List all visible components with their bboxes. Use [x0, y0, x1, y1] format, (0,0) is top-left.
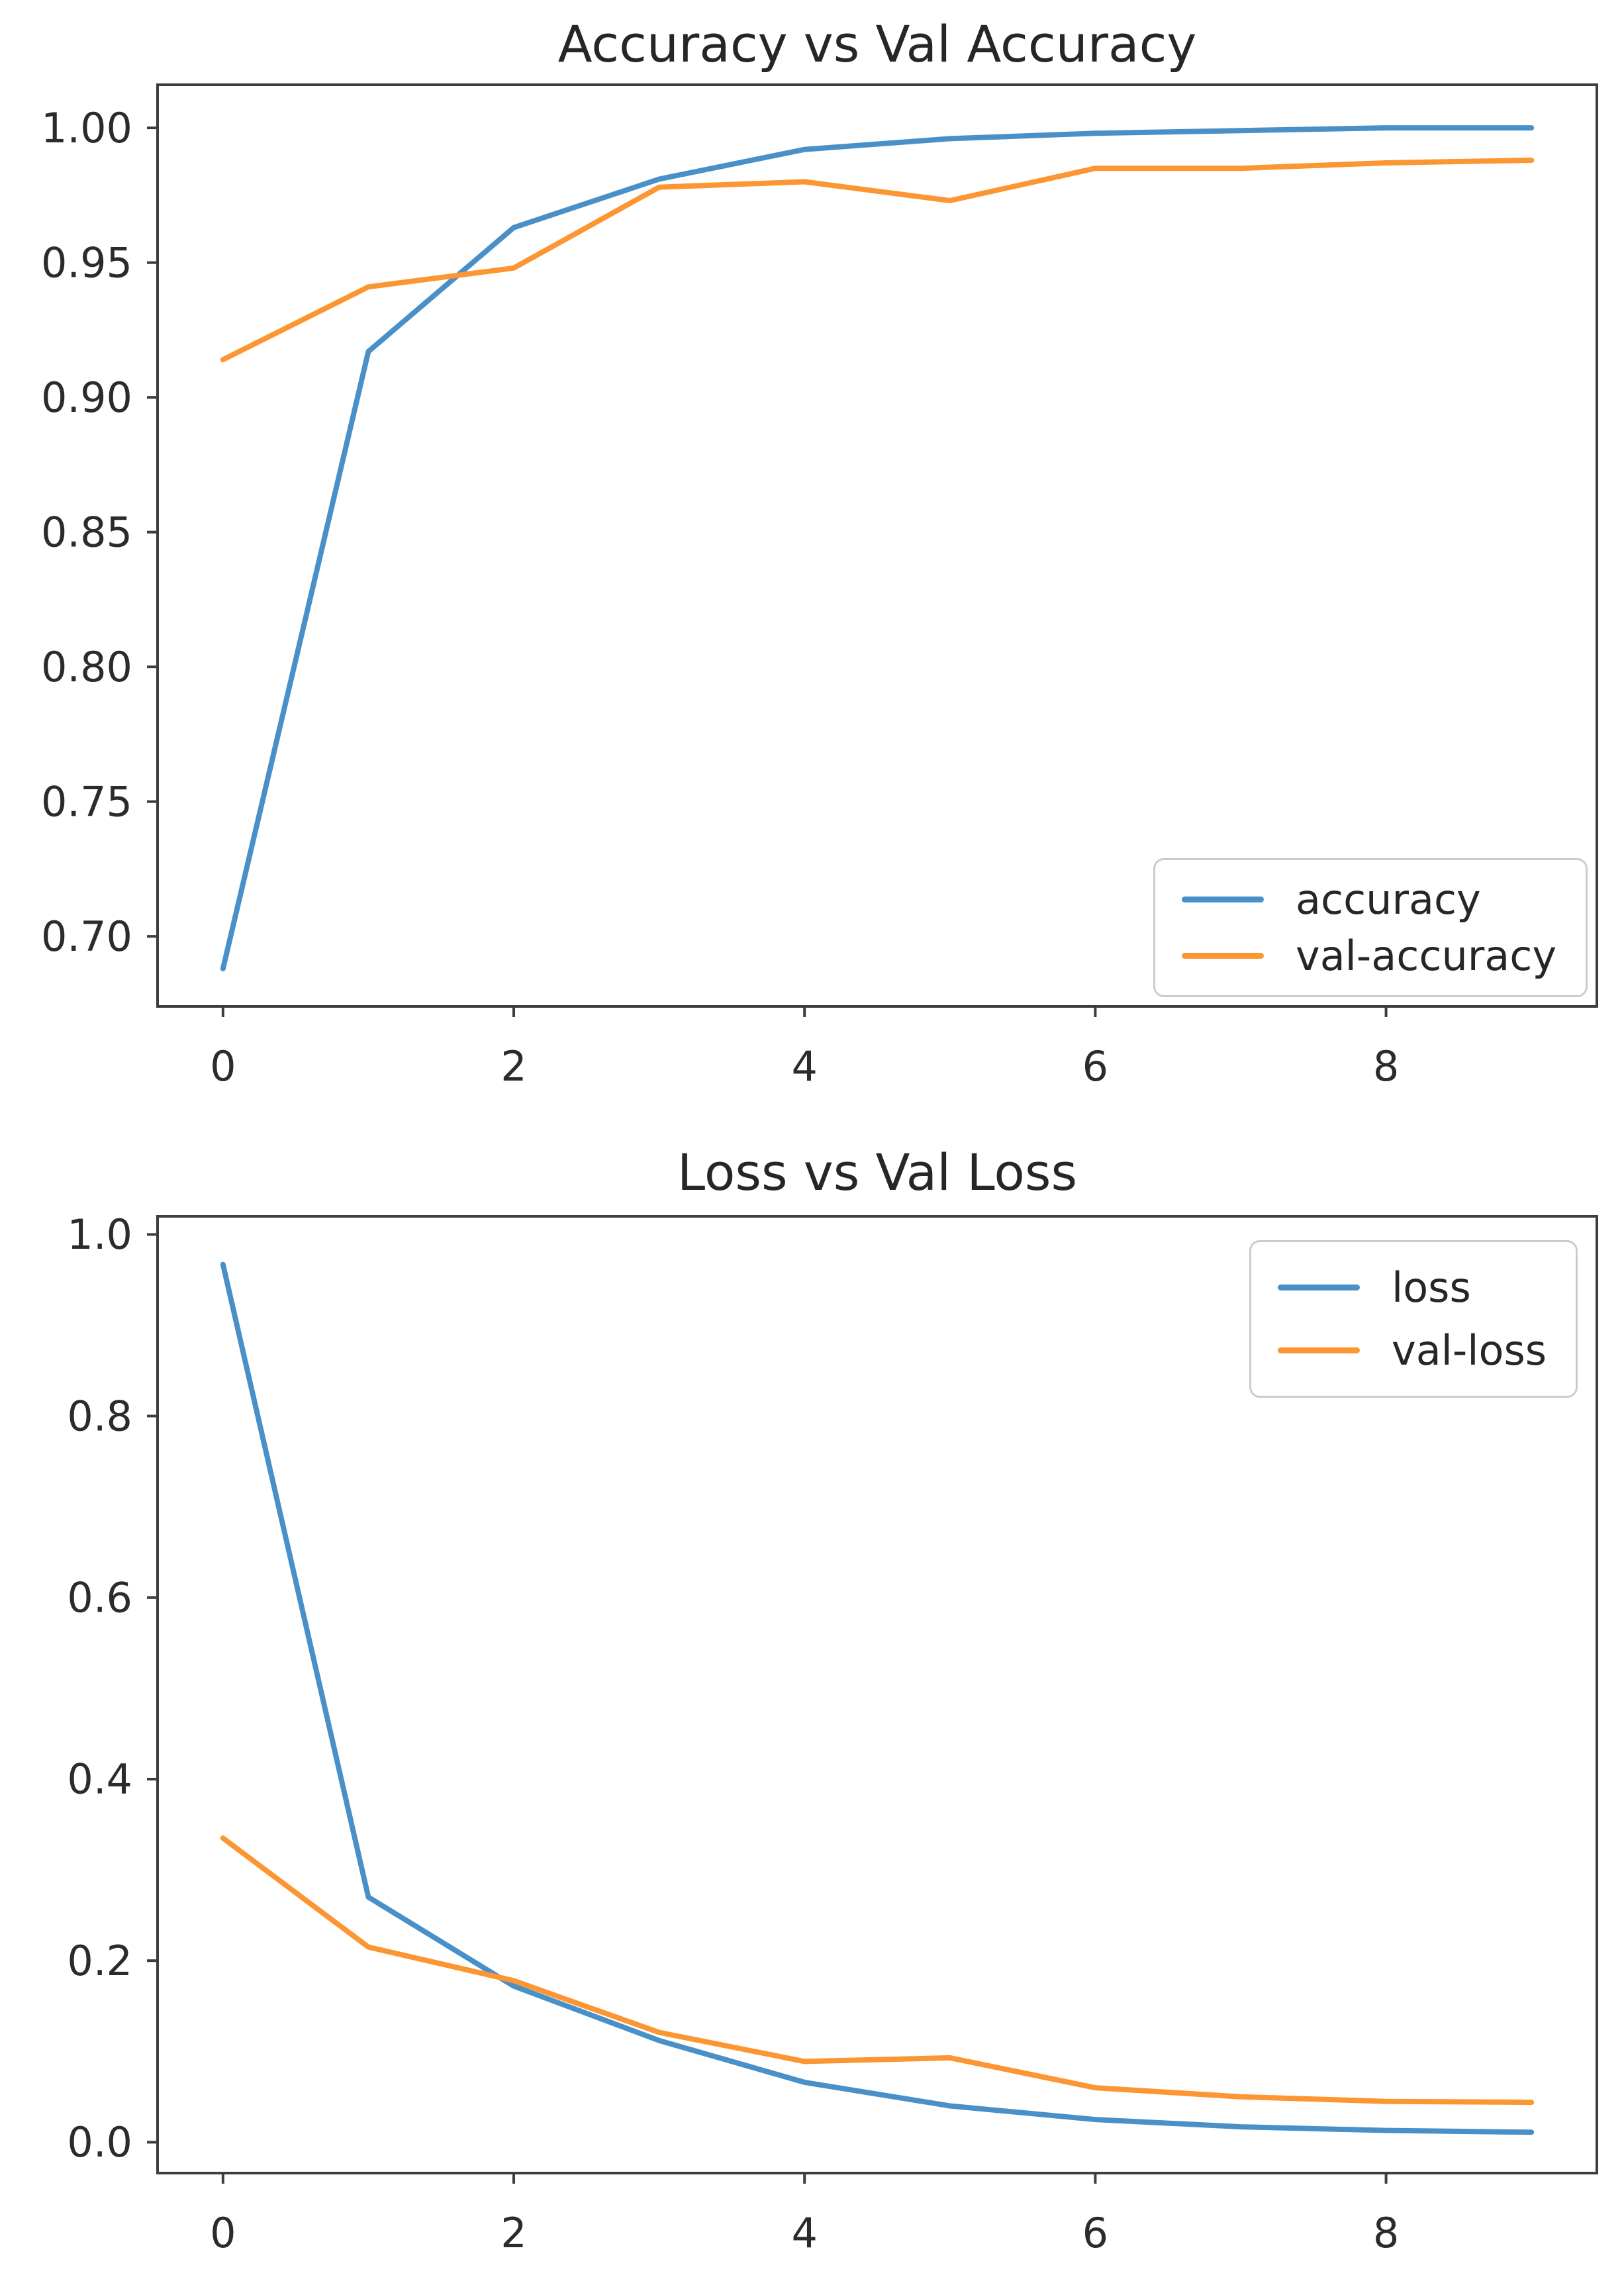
- loss-chart-title: Loss vs Val Loss: [677, 1143, 1078, 1202]
- x-tick-label: 0: [210, 2209, 236, 2257]
- y-tick-label: 0.90: [41, 373, 132, 422]
- x-tick-label: 8: [1373, 1042, 1399, 1091]
- plot-frame: [156, 83, 1598, 1008]
- x-tick-label: 2: [501, 1042, 526, 1091]
- y-tick-label: 0.80: [41, 643, 132, 691]
- y-tick-label: 0.0: [67, 2118, 132, 2166]
- x-tick-label: 0: [210, 1042, 236, 1091]
- legend-label-loss: loss: [1392, 1263, 1471, 1312]
- series-line-accuracy: [220, 125, 1535, 971]
- series-line-val-loss: [220, 1835, 1535, 2106]
- accuracy-chart-title: Accuracy vs Val Accuracy: [557, 15, 1197, 73]
- x-tick-label: 6: [1082, 2209, 1108, 2257]
- x-tick-label: 4: [791, 2209, 817, 2257]
- x-tick-label: 6: [1082, 1042, 1108, 1091]
- y-tick-label: 1.00: [41, 104, 132, 152]
- y-tick-label: 1.0: [67, 1210, 132, 1259]
- accuracy-line-swatch: [1182, 896, 1264, 902]
- loss-legend: loss val-loss: [1249, 1240, 1578, 1398]
- y-tick-label: 0.95: [41, 238, 132, 287]
- y-tick-label: 0.8: [67, 1392, 132, 1440]
- x-tick-label: 8: [1373, 2209, 1399, 2257]
- x-tick-label: 2: [501, 2209, 526, 2257]
- legend-item-val-accuracy: val-accuracy: [1182, 932, 1559, 980]
- y-tick-label: 0.85: [41, 508, 132, 556]
- legend-label-accuracy: accuracy: [1296, 875, 1481, 924]
- accuracy-legend: accuracy val-accuracy: [1153, 858, 1588, 997]
- y-tick-label: 0.6: [67, 1574, 132, 1622]
- val-accuracy-line-swatch: [1182, 953, 1264, 959]
- series-line-val-accuracy: [220, 158, 1535, 363]
- legend-label-val-loss: val-loss: [1392, 1326, 1547, 1375]
- legend-item-loss: loss: [1278, 1263, 1549, 1312]
- x-tick-label: 4: [791, 1042, 817, 1091]
- y-tick-label: 0.4: [67, 1755, 132, 1804]
- val-loss-line-swatch: [1278, 1347, 1360, 1353]
- legend-item-accuracy: accuracy: [1182, 875, 1559, 924]
- series-line-loss: [220, 1261, 1535, 2135]
- y-tick-label: 0.75: [41, 777, 132, 826]
- legend-item-val-loss: val-loss: [1278, 1326, 1549, 1375]
- legend-label-val-accuracy: val-accuracy: [1296, 932, 1557, 981]
- plot-frame: [156, 1215, 1598, 2174]
- y-tick-label: 0.2: [67, 1937, 132, 1985]
- loss-line-swatch: [1278, 1285, 1360, 1290]
- y-tick-label: 0.70: [41, 912, 132, 961]
